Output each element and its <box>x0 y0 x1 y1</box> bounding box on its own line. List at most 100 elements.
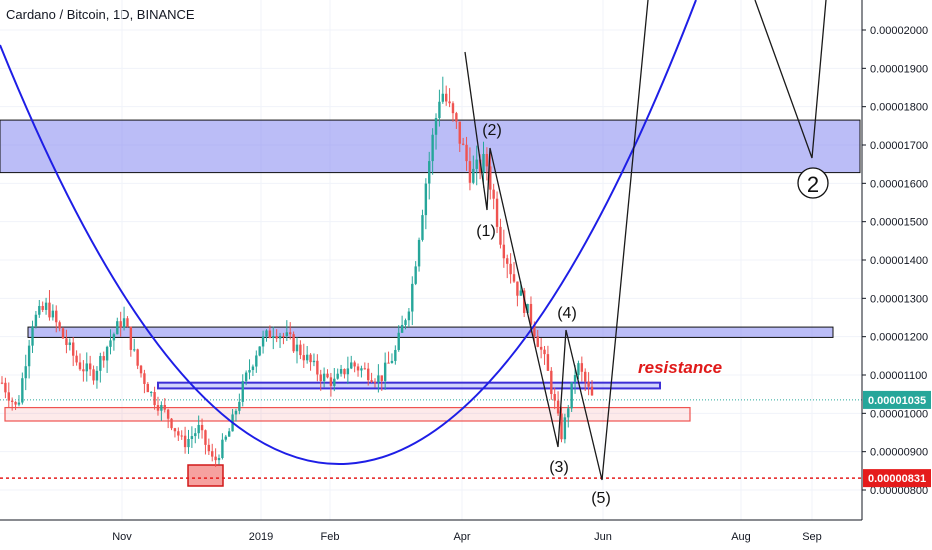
candle-body <box>204 430 207 445</box>
candle-body <box>434 118 438 135</box>
wave-label: (5) <box>591 490 611 507</box>
candle-body <box>51 310 55 318</box>
candle-body <box>380 375 383 381</box>
candle-body <box>58 322 61 329</box>
candle-body <box>319 374 322 382</box>
candle-body <box>160 404 163 411</box>
candle-body <box>383 362 387 381</box>
candle-body <box>458 121 461 144</box>
candle-body <box>261 336 265 347</box>
candle-body <box>129 326 133 350</box>
candle-body <box>580 363 584 372</box>
y-tick-label: 0.00001000 <box>870 408 928 420</box>
candle-body <box>136 349 139 366</box>
candle-body <box>424 183 428 216</box>
y-tick-label: 0.00001700 <box>870 140 928 152</box>
candle-body <box>119 321 122 328</box>
candle-body <box>421 215 424 240</box>
x-tick-label: Sep <box>802 531 822 543</box>
candle-body <box>34 314 38 327</box>
x-tick-label: Apr <box>453 531 470 543</box>
candle-body <box>377 375 380 383</box>
candle-body <box>367 368 370 381</box>
candle-body <box>109 340 112 347</box>
candle-body <box>227 431 231 437</box>
candle-body <box>438 101 441 119</box>
candle-body <box>526 303 529 313</box>
candle-body <box>346 368 350 375</box>
candle-body <box>492 189 495 199</box>
candle-body <box>431 134 434 162</box>
candle-body <box>333 378 336 386</box>
low-highlight-box <box>187 464 224 487</box>
candle-body <box>302 355 305 361</box>
candle-body <box>268 330 272 338</box>
x-tick-label: 2019 <box>249 531 273 543</box>
support-zone <box>4 406 691 422</box>
candle-body <box>126 318 129 327</box>
candle-body <box>411 283 414 312</box>
mid-zone <box>27 326 834 338</box>
candle-body <box>329 377 333 386</box>
candle-body <box>146 383 150 393</box>
candle-body <box>394 349 397 361</box>
candle-body <box>550 370 553 395</box>
candle-body <box>133 349 136 351</box>
candle-body <box>465 144 468 162</box>
candle-body <box>183 435 187 448</box>
candle-body <box>563 417 567 440</box>
candle-body <box>567 408 570 418</box>
candle-body <box>482 153 485 173</box>
candle-body <box>48 302 51 318</box>
support-price-tag <box>863 469 931 488</box>
candle-body <box>444 93 448 102</box>
candle-body <box>472 168 475 183</box>
candle-body <box>370 380 373 382</box>
candle-body <box>27 345 31 367</box>
y-tick-label: 0.00001800 <box>870 102 928 114</box>
candle-body <box>400 324 404 333</box>
candle-body <box>173 428 177 432</box>
candle-body <box>200 424 204 431</box>
y-tick-label: 0.00001200 <box>870 332 928 344</box>
current-price-tag <box>863 390 931 409</box>
candle-body <box>187 438 190 448</box>
candle-body <box>512 274 516 282</box>
candle-body <box>489 166 492 190</box>
candle-body <box>143 373 146 384</box>
price-axis-panel <box>862 0 932 550</box>
candle-body <box>255 355 258 367</box>
parabola-curve <box>0 0 697 466</box>
candle-body <box>533 324 536 337</box>
candle-body <box>322 373 326 382</box>
candle-body <box>468 161 472 183</box>
chart-title: Cardano / Bitcoin, 1D, BINANCE <box>6 7 195 22</box>
y-tick-label: 0.00001400 <box>870 255 928 267</box>
candle-body <box>241 381 244 402</box>
candle-body <box>224 436 227 440</box>
candle-body <box>102 356 105 361</box>
candle-body <box>285 332 289 337</box>
candle-body <box>587 381 590 387</box>
candle-body <box>24 366 27 379</box>
candle-body <box>509 263 512 275</box>
candle-body <box>478 159 482 173</box>
candle-body <box>485 153 489 167</box>
candle-body <box>194 433 197 437</box>
candle-body <box>295 344 299 352</box>
candle-body <box>387 362 390 364</box>
candle-body <box>441 93 445 102</box>
candle-body <box>156 405 160 411</box>
candle-body <box>65 338 68 345</box>
candle-body <box>309 354 312 363</box>
elliott-wave-path <box>464 0 649 481</box>
candle-body <box>353 362 356 367</box>
candle-body <box>584 371 587 382</box>
candle-body <box>536 336 539 347</box>
candle-body <box>516 281 519 296</box>
candle-body <box>72 342 75 356</box>
y-tick-label: 0.00000800 <box>870 485 928 497</box>
wave-label: (3) <box>549 459 569 476</box>
candle-body <box>99 356 102 371</box>
